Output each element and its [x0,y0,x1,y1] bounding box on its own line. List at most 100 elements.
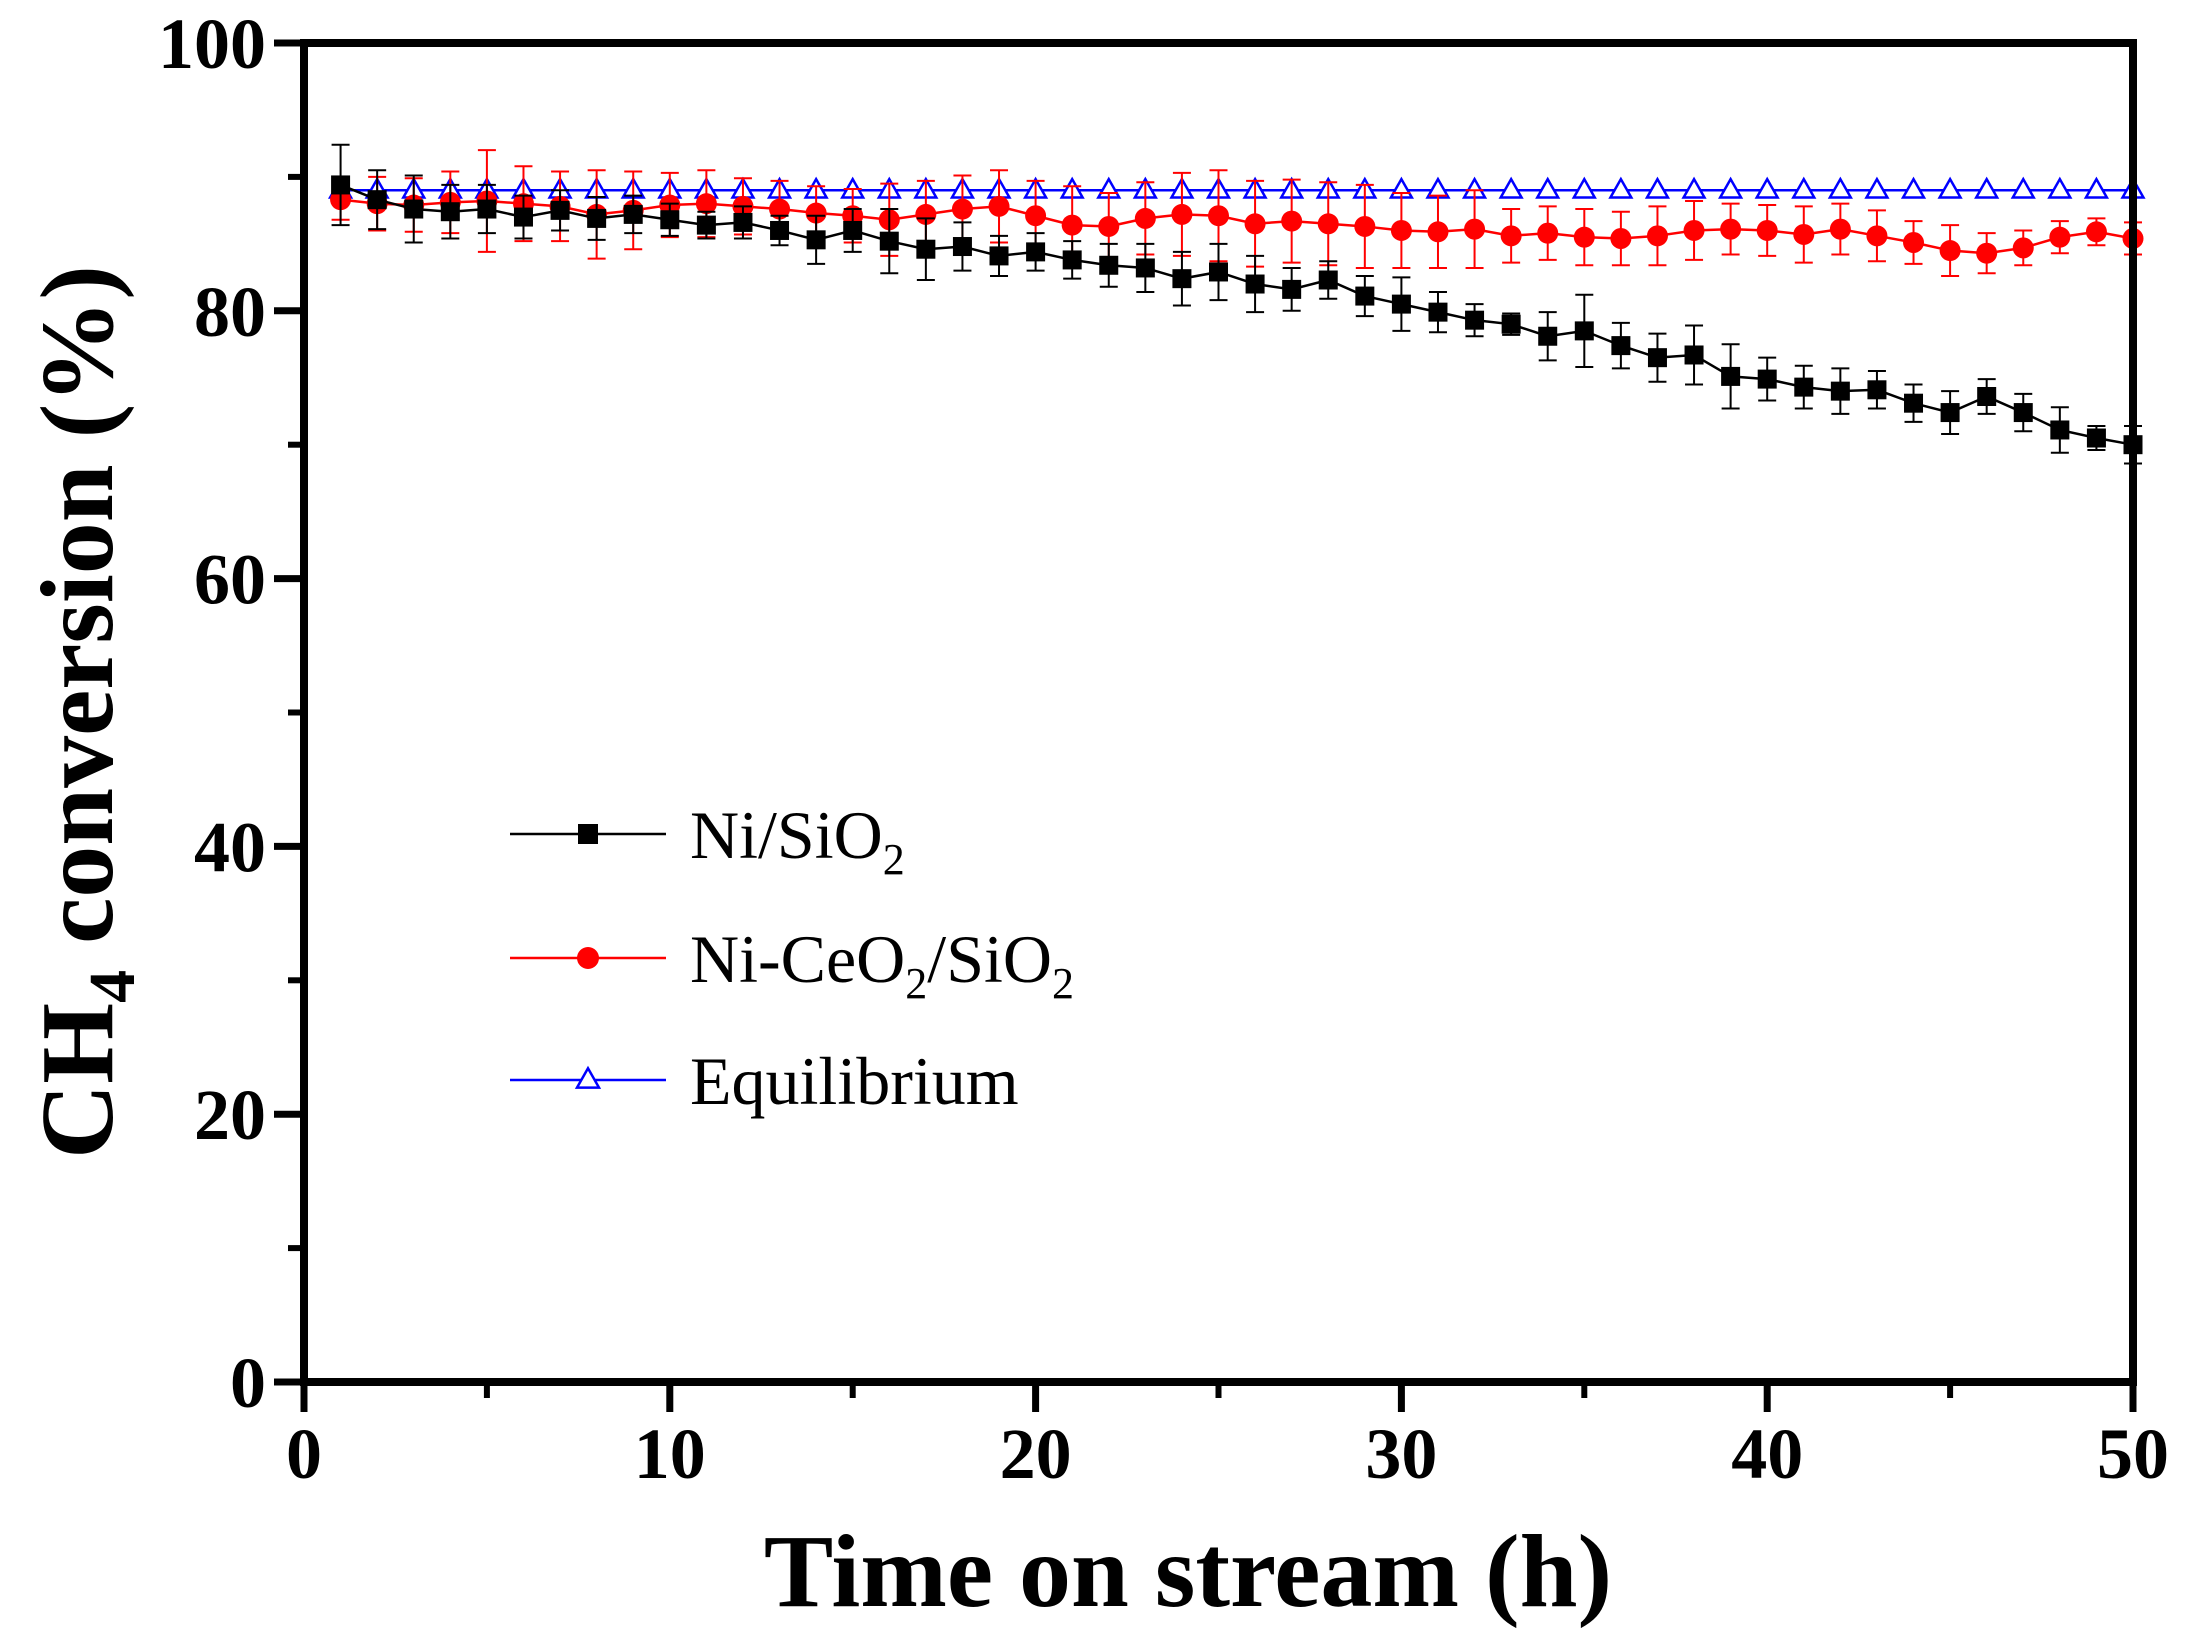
x-tick-label: 40 [1731,1414,1803,1494]
data-point [1464,218,1486,240]
data-point [1939,240,1961,262]
y-tick-label: 0 [230,1343,266,1423]
series-equilibrium [327,176,2146,199]
legend-label-text: Equilibrium [690,1043,1019,1119]
y-tick-label: 40 [194,807,266,887]
data-point [1757,369,1777,389]
data-point [2013,403,2033,423]
data-point [951,198,973,220]
data-point [843,220,863,240]
series-line [340,183,2134,446]
x-tick-label: 50 [2097,1414,2169,1494]
data-point [770,220,790,240]
y-tick-label: 80 [194,272,266,352]
data-point [1571,176,1597,199]
data-point [1354,215,1376,237]
data-point [2083,176,2110,199]
data-point [1866,225,1888,247]
legend-label: Ni-CeO2/SiO2 [690,921,1074,1008]
y-tick-label: 20 [194,1075,266,1155]
data-point [1135,258,1155,278]
y-tick-label: 60 [194,540,266,620]
data-point [1208,205,1229,227]
data-point [1317,213,1339,235]
data-point [1829,218,1851,240]
y-axis-title-main: CH [20,1003,135,1159]
data-point [2047,176,2073,199]
data-point [1172,269,1192,289]
data-point [1754,176,1780,199]
legend-label-text: Ni/SiO [690,797,883,873]
data-point [879,231,899,251]
data-point [952,237,972,257]
data-point [477,199,497,219]
data-point [1465,310,1485,330]
data-point [2010,176,2036,199]
data-point [1391,294,1411,314]
data-point [916,239,936,259]
data-point [1683,219,1705,241]
legend-item: Ni/SiO2 [510,797,905,884]
data-point [1904,393,1924,413]
data-point [1245,274,1265,294]
legend-label-text: /SiO [927,921,1052,997]
data-point [1830,381,1850,401]
data-point [1062,250,1082,270]
data-point [1355,286,1375,306]
data-point [769,198,791,220]
tick-label-layer: 0 10 20 30 40 50 0 20 40 60 80 100 [158,4,2169,1494]
data-point [1721,366,1741,386]
data-point [1827,176,1853,199]
data-point [1098,215,1120,237]
data-point [1794,377,1814,397]
data-point [440,202,460,222]
data-point [1318,270,1338,290]
legend-label-subscript: 2 [905,959,927,1008]
x-tick-label: 30 [1365,1414,1437,1494]
data-point [1681,176,1707,199]
data-point [1940,403,1960,423]
data-point [623,204,643,224]
data-point [1281,210,1303,232]
data-point [1061,214,1083,236]
data-point [2086,428,2106,448]
data-point [1684,345,1704,365]
series-line [340,198,2134,255]
data-point [1537,222,1559,244]
legend-item: Equilibrium [510,1043,1019,1119]
data-point [1756,219,1778,241]
legend-marker [578,824,598,844]
data-point [1501,314,1521,334]
data-point [1900,176,1927,199]
data-point [1608,176,1634,199]
data-point [1646,225,1668,247]
data-point [1647,348,1667,368]
data-point [1718,176,1744,199]
data-point [1538,326,1558,346]
data-point [1244,213,1266,235]
legend-label-subscript: 2 [883,835,905,884]
data-point [1574,321,1594,341]
data-point [1099,255,1119,275]
data-point [695,193,717,215]
x-tick-label: 20 [1000,1414,1072,1494]
data-point [989,246,1009,266]
data-point [1974,176,2000,199]
data-point [2049,226,2071,248]
data-point [404,199,424,219]
data-point [331,175,351,195]
data-point [1864,176,1890,199]
data-point [1610,227,1632,249]
y-tick-label: 100 [158,4,266,84]
data-point [1498,176,1524,199]
data-point [696,215,716,235]
data-point [1611,336,1631,356]
legend-marker [574,1065,602,1089]
data-point [1937,176,1963,199]
data-point [1644,176,1671,199]
data-point [733,212,753,232]
y-axis-title-subscript: 4 [76,970,149,1003]
data-point [1171,203,1193,225]
data-point [1976,242,1998,264]
